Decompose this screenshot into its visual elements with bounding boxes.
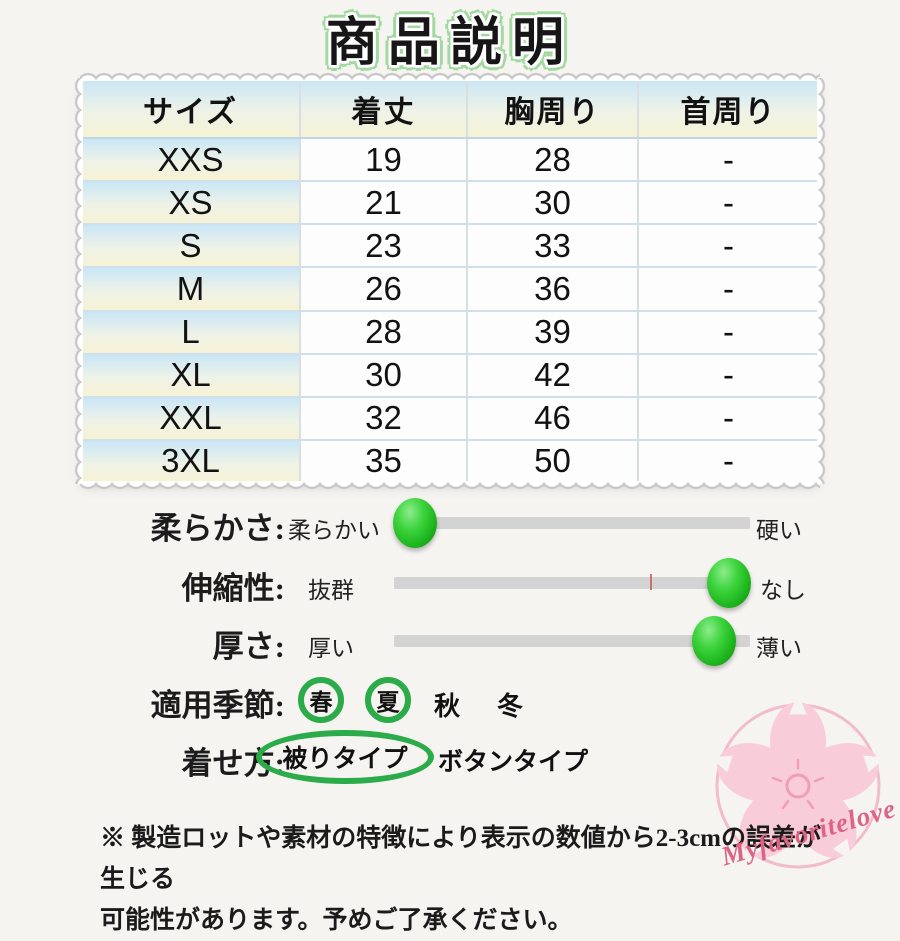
sakura-flower-watermark (710, 698, 886, 869)
disclaimer-note: ※ 製造ロットや素材の特徴により表示の数値から2-3cmの誤差が生じる 可能性が… (100, 818, 840, 941)
col-header-chest: 胸周り (467, 80, 639, 140)
length-value: 26 (300, 267, 468, 312)
softness-right-label: 硬い (756, 518, 802, 543)
length-value: 21 (300, 181, 468, 226)
size-label: 3XL (82, 439, 301, 482)
neck-value: - (638, 138, 818, 183)
size-table: サイズ 着丈 胸周り 首周り XXS 19 28 - XS 21 30 - S … (82, 80, 818, 482)
thickness-slider-knob (692, 616, 737, 666)
neck-value: - (638, 181, 818, 226)
stretch-right-label: なし (760, 578, 806, 603)
stretch-slider-knob (706, 558, 751, 608)
size-label: XXL (82, 396, 301, 441)
season-spring-circled: 春 (298, 677, 344, 723)
page-title: 商品説明 (325, 14, 574, 72)
chest-value: 28 (467, 138, 639, 183)
softness-left-label: 柔らかい (288, 518, 380, 543)
dress-option-button: ボタンタイプ (438, 748, 589, 776)
chest-value: 50 (467, 439, 639, 482)
length-value: 23 (300, 224, 468, 269)
chest-value: 42 (467, 353, 639, 398)
neck-value: - (638, 224, 818, 269)
table-row: XS 21 30 - (82, 181, 818, 226)
softness-slider-knob (393, 498, 438, 548)
product-description-image: 商品説明 サイズ 着丈 胸周り 首周り XXS 19 28 - XS 21 (73, 14, 899, 934)
stretch-left-label: 抜群 (308, 578, 354, 603)
col-header-length: 着丈 (300, 80, 468, 140)
table-row: XXL 32 46 - (82, 396, 818, 441)
col-header-size: サイズ (82, 80, 301, 140)
length-value: 32 (300, 396, 468, 441)
thickness-left-label: 厚い (308, 636, 354, 661)
size-table-header-row: サイズ 着丈 胸周り 首周り (82, 80, 818, 140)
wavy-border-right (817, 78, 827, 484)
chest-value: 30 (467, 181, 639, 226)
neck-value: - (638, 439, 818, 482)
chest-value: 36 (467, 267, 639, 312)
season-winter: 冬 (497, 691, 524, 721)
stretch-label: 伸縮性: (181, 571, 285, 606)
red-tick-mark (650, 574, 652, 590)
table-row: L 28 39 - (82, 310, 818, 355)
table-row: XXS 19 28 - (82, 138, 818, 183)
length-value: 35 (300, 439, 468, 482)
stretch-slider-track (394, 558, 751, 608)
neck-value: - (638, 396, 818, 441)
table-row: S 23 33 - (82, 224, 818, 269)
thickness-label: 厚さ: (212, 629, 285, 664)
length-value: 30 (300, 353, 468, 398)
season-autumn: 秋 (434, 691, 461, 721)
size-label: XS (82, 181, 301, 226)
thickness-slider-track (394, 616, 750, 666)
size-label: L (82, 310, 301, 355)
length-value: 28 (300, 310, 468, 355)
thickness-right-label: 薄い (756, 636, 802, 661)
table-row: M 26 36 - (82, 267, 818, 312)
size-table-panel: サイズ 着丈 胸周り 首周り XXS 19 28 - XS 21 30 - S … (73, 71, 827, 491)
size-label: XL (82, 353, 301, 398)
chest-value: 39 (467, 310, 639, 355)
col-header-neck: 首周り (638, 80, 818, 140)
size-label: M (82, 267, 301, 312)
wavy-border-bottom (80, 481, 820, 491)
season-label: 適用季節: (150, 688, 285, 723)
season-summer-circled: 夏 (365, 677, 411, 723)
size-label: S (82, 224, 301, 269)
softness-slider-track (393, 498, 750, 548)
dress-option-pullover-circled: 被りタイプ (256, 730, 434, 784)
neck-value: - (638, 310, 818, 355)
size-label: XXS (82, 138, 301, 183)
neck-value: - (638, 267, 818, 312)
chest-value: 33 (467, 224, 639, 269)
length-value: 19 (300, 138, 468, 183)
table-row: 3XL 35 50 - (82, 439, 818, 482)
chest-value: 46 (467, 396, 639, 441)
disclaimer-line-2: 可能性があります。予めご了承ください。 (100, 907, 573, 934)
dress-style-label: 着せ方: (181, 746, 285, 781)
table-row: XL 30 42 - (82, 353, 818, 398)
disclaimer-line-1: ※ 製造ロットや素材の特徴により表示の数値から2-3cmの誤差が生じる (100, 825, 821, 893)
neck-value: - (638, 353, 818, 398)
softness-label: 柔らかさ: (150, 511, 285, 546)
